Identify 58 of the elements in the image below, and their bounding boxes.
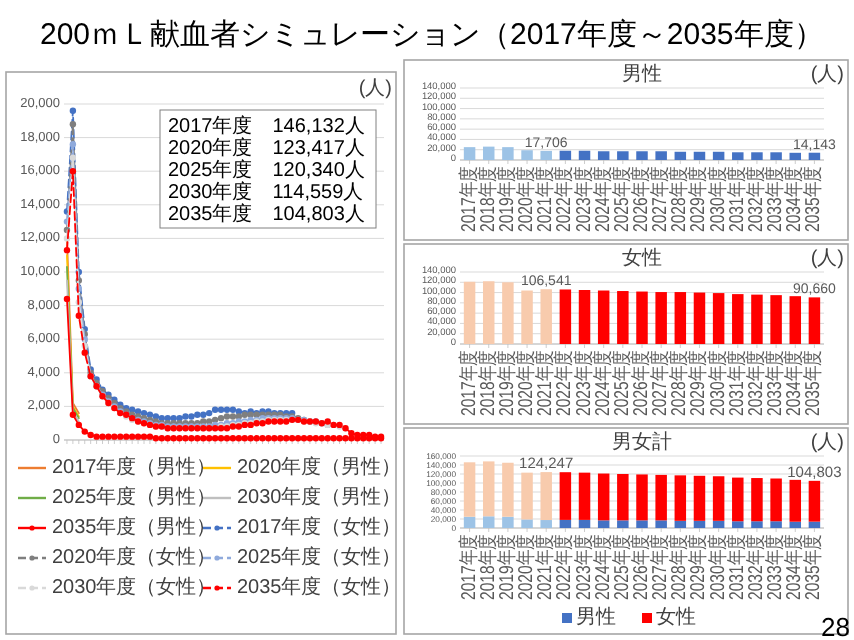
text: 28 bbox=[821, 612, 850, 640]
annotation: 2020年度 123,417人 bbox=[168, 136, 365, 160]
x-tick-label: 2023年度 bbox=[571, 331, 596, 416]
legend-label: 2017年度（男性） bbox=[52, 455, 217, 479]
chart-title: 男女計 bbox=[612, 430, 672, 454]
legend-label: 2025年度（女性） bbox=[237, 545, 402, 569]
x-tick-label: 2018年度 bbox=[475, 331, 500, 416]
y-axis-title: (人) bbox=[358, 78, 392, 100]
x-tick-label: 2023年度 bbox=[571, 515, 596, 600]
legend-label: 2030年度（女性） bbox=[52, 575, 217, 599]
x-tick-label: 2019年度 bbox=[494, 331, 519, 416]
x-tick-label: 2035年度 bbox=[801, 331, 826, 416]
x-tick-label: 2017年度 bbox=[456, 147, 481, 232]
chart-title: 女性 bbox=[622, 246, 662, 270]
legend-label: 2025年度（男性） bbox=[52, 485, 217, 509]
x-tick-label: 2024年度 bbox=[590, 515, 615, 600]
legend-label: 2035年度（女性） bbox=[237, 575, 402, 599]
annotation: 2035年度 104,803人 bbox=[168, 202, 365, 226]
annotation: 2030年度 114,559人 bbox=[168, 180, 364, 204]
x-tick-label: 2024年度 bbox=[590, 147, 615, 232]
legend-label: 2035年度（男性） bbox=[52, 515, 217, 539]
x-tick-label: 2031年度 bbox=[724, 147, 749, 232]
legend-label: 2017年度（女性） bbox=[237, 515, 402, 539]
x-tick-label: 2030年度 bbox=[705, 331, 730, 416]
chart-title: 200ｍＬ献血者シミュレーション（2017年度～2035年度） bbox=[40, 18, 824, 52]
y-axis-title: (人) bbox=[810, 432, 844, 454]
chart-title: 男性 bbox=[622, 62, 662, 86]
x-tick-label: 2017年度 bbox=[456, 515, 481, 600]
x-tick-label: 2019年度 bbox=[494, 147, 519, 232]
x-tick-label: 2018年度 bbox=[475, 147, 500, 232]
x-tick-label: 2031年度 bbox=[724, 331, 749, 416]
x-tick-label: 2030年度 bbox=[705, 147, 730, 232]
x-tick-label: 2035年度 bbox=[801, 515, 826, 600]
legend-label: 2030年度（男性） bbox=[237, 485, 402, 509]
x-tick-label: 2026年度 bbox=[629, 147, 653, 232]
legend-label: 2020年度（男性） bbox=[237, 455, 402, 479]
x-tick-label: 2032年度 bbox=[743, 331, 768, 416]
legend-label: 男性 bbox=[576, 605, 616, 629]
x-tick-label: 2032年度 bbox=[743, 515, 768, 600]
y-axis-title: (人) bbox=[810, 248, 844, 270]
x-tick-label: 2030年度 bbox=[705, 515, 730, 600]
x-tick-label: 2017年度 bbox=[456, 331, 481, 416]
x-tick-label: 2025年度 bbox=[609, 331, 634, 416]
annotation: 2025年度 120,340人 bbox=[168, 158, 365, 182]
x-tick-label: 2026年度 bbox=[629, 515, 653, 600]
legend-label: 2020年度（女性） bbox=[52, 545, 217, 569]
x-tick-label: 2024年度 bbox=[590, 331, 615, 416]
legend-label: 女性 bbox=[656, 605, 696, 629]
x-tick-label: 2032年度 bbox=[743, 147, 768, 232]
x-tick-label: 2019年度 bbox=[494, 515, 519, 600]
x-tick-label: 2023年度 bbox=[571, 147, 596, 232]
x-tick-label: 2031年度 bbox=[724, 515, 749, 600]
x-tick-label: 2018年度 bbox=[475, 515, 500, 600]
x-tick-label: 2026年度 bbox=[629, 331, 653, 416]
x-tick-label: 2025年度 bbox=[609, 515, 634, 600]
y-axis-title: (人) bbox=[810, 64, 844, 86]
x-tick-label: 2025年度 bbox=[609, 147, 634, 232]
annotation: 2017年度 146,132人 bbox=[168, 114, 365, 138]
